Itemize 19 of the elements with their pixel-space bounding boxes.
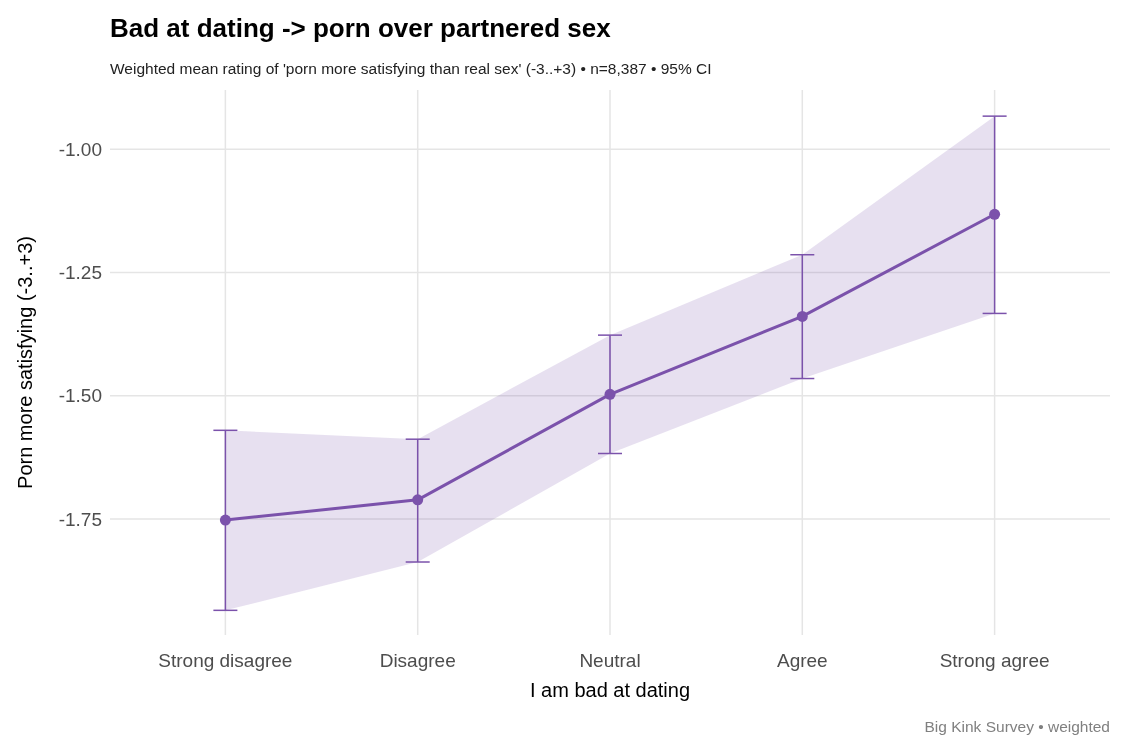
text: Big Kink Survey • weighted (924, 718, 1110, 735)
x-tick-label: Agree (776, 650, 828, 671)
point (604, 388, 616, 400)
x-tick-label: Strong disagree (158, 650, 293, 671)
y-tick-label: -1.75 (58, 508, 102, 530)
y-axis-title: Porn more satisfying (-3..+3) (14, 236, 36, 489)
point (412, 494, 424, 506)
point (989, 208, 1001, 220)
x-axis-title: I am bad at dating (529, 679, 691, 701)
y-tick-label: -1.25 (58, 262, 102, 284)
chart-subtitle: Weighted mean rating of 'porn more satisfying than real sex' (-3..+3) • n=8,387 • 95% CI (110, 60, 712, 77)
x-tick-label: Strong agree (939, 650, 1050, 671)
y-tick-label: -1.50 (58, 385, 102, 407)
point (219, 514, 231, 526)
y-tick-label: -1.00 (58, 138, 102, 160)
x-tick-label: Disagree (379, 650, 456, 671)
point (796, 310, 808, 322)
chart-title: Bad at dating -> porn over partnered sex (110, 13, 612, 43)
x-tick-label: Neutral (579, 650, 641, 671)
